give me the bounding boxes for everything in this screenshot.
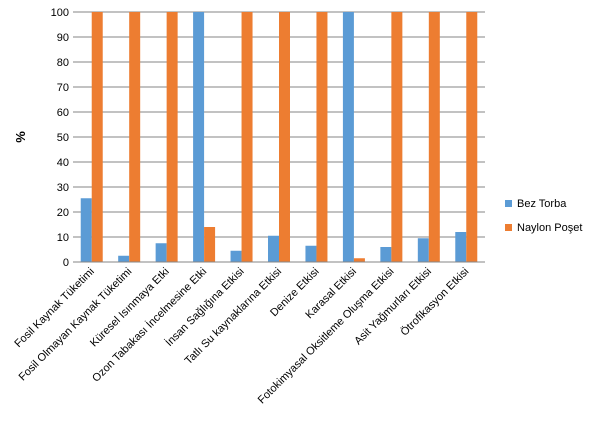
y-tick-label: 70: [57, 82, 69, 94]
bar-naylon-poset: [279, 12, 290, 262]
bar-naylon-poset: [466, 12, 478, 262]
y-tick-label: 60: [57, 107, 69, 119]
y-tick-label: 50: [57, 132, 69, 144]
y-tick-label: 90: [57, 32, 69, 44]
bar-bez-torba: [380, 247, 392, 262]
y-tick-label: 20: [57, 207, 69, 219]
legend-swatch: [505, 224, 512, 231]
y-tick-label: 40: [57, 157, 69, 169]
x-tick-label: Fotokimyasal Oksitleme Oluşma Etkisi: [256, 266, 397, 407]
bar-naylon-poset: [241, 12, 253, 262]
y-tick-label: 80: [57, 57, 69, 69]
legend-swatch: [505, 200, 512, 207]
bar-naylon-poset: [166, 12, 178, 262]
bar-bez-torba: [455, 232, 467, 262]
legend: Bez Torba Naylon Poşet: [505, 198, 582, 234]
legend-label: Bez Torba: [517, 198, 567, 210]
y-tick-label: 0: [63, 257, 69, 269]
bar-bez-torba: [118, 255, 130, 262]
bar-naylon-poset: [428, 12, 440, 262]
bar-bez-torba: [268, 235, 279, 262]
x-tick-label: Ötrofikasyon Etkisi: [398, 266, 471, 339]
bar-naylon-poset: [391, 12, 403, 262]
y-tick-label: 100: [51, 7, 69, 19]
bar-naylon-poset: [204, 227, 216, 262]
legend-label: Naylon Poşet: [517, 222, 582, 234]
y-tick-labels: 0 10 20 30 40 50 60 70 80 90 100: [51, 7, 69, 269]
bar-naylon-poset: [316, 12, 328, 262]
y-tick-label: 30: [57, 182, 69, 194]
bar-bez-torba: [230, 250, 242, 262]
bar-bez-torba: [193, 12, 205, 262]
y-tick-label: 10: [57, 232, 69, 244]
bar-naylon-poset: [129, 12, 141, 262]
bars: [80, 12, 478, 262]
bar-bez-torba: [155, 243, 167, 262]
y-axis-label: %: [13, 131, 28, 143]
bar-bez-torba: [305, 245, 317, 262]
bar-bez-torba: [342, 12, 354, 262]
bar-bez-torba: [80, 198, 92, 262]
bar-bez-torba: [417, 238, 429, 262]
bar-naylon-poset: [91, 12, 103, 262]
bar-naylon-poset: [353, 258, 365, 262]
